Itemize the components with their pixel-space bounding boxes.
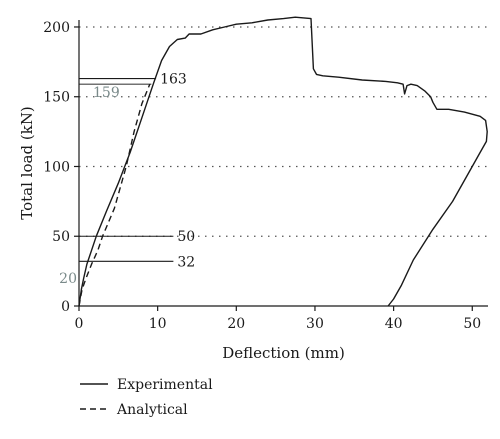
- legend-label-analytical: Analytical: [116, 402, 188, 418]
- y-tick-label-50: 50: [52, 229, 70, 245]
- x-tick-label-0: 0: [75, 316, 84, 332]
- series: [78, 16, 488, 307]
- y-tick-label-100: 100: [43, 159, 70, 175]
- x-tick-label-30: 30: [306, 316, 324, 332]
- x-axis-label: Deflection (mm): [222, 344, 345, 362]
- annotation-label-50: 50: [177, 229, 195, 245]
- annotation-label-159: 159: [93, 85, 120, 101]
- x-tick-label-10: 10: [149, 316, 167, 332]
- annotations: 163 159 50 32 20: [59, 72, 195, 288]
- series-line-experimental: [78, 16, 488, 307]
- annotation-label-32: 32: [177, 254, 195, 270]
- ticks: 0 10 20 30 40 50 0 50 100 150 200: [43, 20, 481, 332]
- annotation-label-163: 163: [160, 72, 187, 88]
- grid: [79, 26, 488, 237]
- y-tick-label-150: 150: [43, 90, 70, 106]
- annotation-label-20: 20: [59, 271, 77, 287]
- y-axis-label: Total load (kN): [18, 106, 36, 219]
- x-tick-label-40: 40: [385, 316, 403, 332]
- x-tick-label-50: 50: [463, 316, 481, 332]
- series-line-analytical: [78, 83, 151, 307]
- axes: [78, 20, 488, 307]
- x-tick-label-20: 20: [227, 316, 245, 332]
- legend-label-experimental: Experimental: [117, 377, 213, 393]
- legend: Experimental Analytical: [80, 377, 213, 418]
- y-tick-label-200: 200: [43, 20, 70, 36]
- y-tick-label-0: 0: [61, 299, 70, 315]
